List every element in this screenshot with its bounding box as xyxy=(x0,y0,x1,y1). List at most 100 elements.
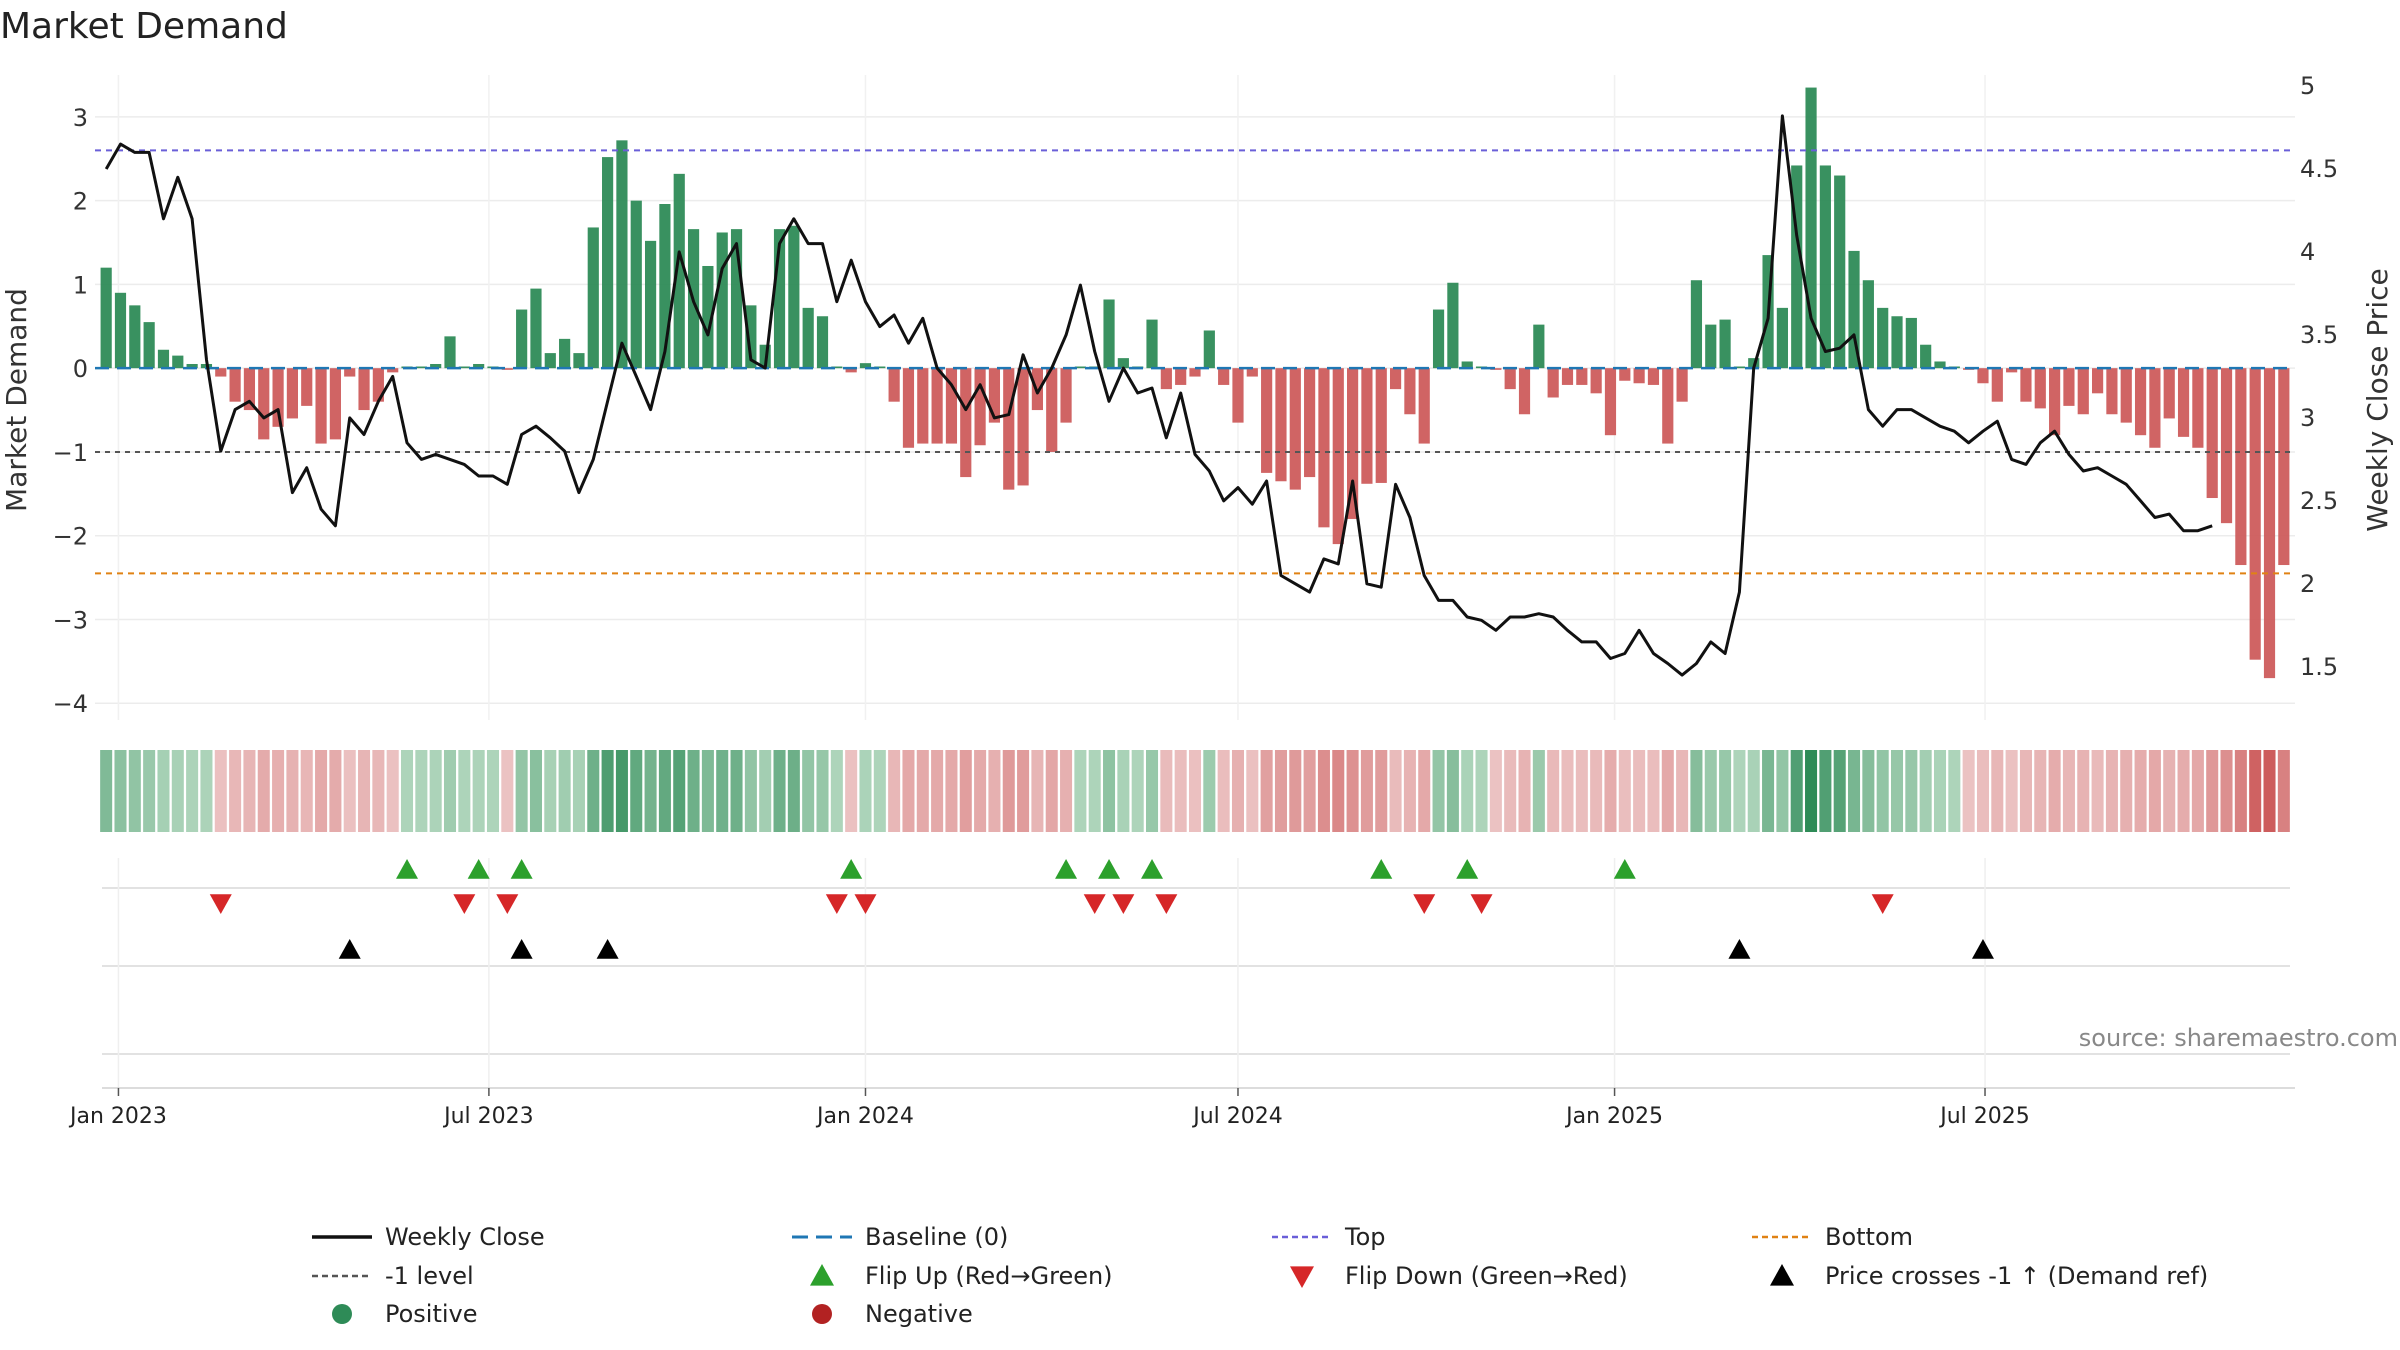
demand-bar xyxy=(1289,368,1301,490)
legend-label: Weekly Close xyxy=(385,1223,545,1251)
heat-cell xyxy=(2163,750,2176,832)
demand-bar xyxy=(344,368,356,377)
y-tick-label-left: −3 xyxy=(53,606,88,634)
demand-bar xyxy=(243,368,256,411)
demand-bar xyxy=(974,368,986,446)
demand-bar xyxy=(1862,280,1874,369)
flip-down-marker xyxy=(496,894,519,914)
heat-cell xyxy=(329,750,342,832)
y-tick-label-left: 0 xyxy=(73,355,88,383)
demand-bar xyxy=(1017,368,1029,486)
flip-up-marker xyxy=(1141,859,1164,879)
chart-title: Market Demand xyxy=(0,6,288,47)
heat-cell xyxy=(186,750,199,832)
demand-bar xyxy=(1074,366,1086,369)
heat-cell xyxy=(1360,750,1373,832)
legend-swatch-triangle-down xyxy=(1290,1266,1314,1288)
legend-label: Flip Up (Red→Green) xyxy=(865,1262,1113,1290)
heat-cell xyxy=(1432,750,1445,832)
demand-bar xyxy=(773,229,786,369)
heat-cell xyxy=(1633,750,1646,832)
price-line-group xyxy=(104,114,2213,677)
demand-bar xyxy=(1389,368,1402,390)
heat-cell xyxy=(1776,750,1789,832)
legend-swatch-triangle-up xyxy=(810,1264,834,1286)
demand-bar xyxy=(831,366,843,369)
demand-bar xyxy=(2206,368,2218,499)
demand-bar xyxy=(1418,368,1430,444)
demand-bar xyxy=(1633,368,1645,384)
legend-label: Price crosses -1 ↑ (Demand ref) xyxy=(1825,1262,2208,1290)
demand-bar xyxy=(716,232,728,369)
heat-cell xyxy=(2034,750,2047,832)
heat-cell xyxy=(1260,750,1273,832)
heat-cell xyxy=(1504,750,1517,832)
legend-label: Baseline (0) xyxy=(865,1223,1008,1251)
legend-entry: Flip Down (Green→Red) xyxy=(1290,1262,1628,1290)
heat-cell xyxy=(257,750,270,832)
flip-down-marker xyxy=(1413,894,1436,914)
y-tick-label-left: 2 xyxy=(73,188,88,216)
legend-entry: Positive xyxy=(332,1300,478,1328)
flip-up-marker xyxy=(1456,859,1479,879)
legend-entry: Bottom xyxy=(1752,1223,1913,1251)
demand-bar xyxy=(2006,368,2018,373)
heat-cell xyxy=(1188,750,1202,832)
heat-cell xyxy=(401,750,414,832)
demand-bar xyxy=(215,368,227,377)
legend-entry: Negative xyxy=(812,1300,973,1328)
heat-cell xyxy=(157,750,170,832)
demand-bar xyxy=(1619,368,1631,381)
heat-cell xyxy=(2105,750,2118,832)
heat-cell xyxy=(472,750,485,832)
demand-bar xyxy=(1834,175,1846,369)
demand-bar xyxy=(301,368,313,406)
heat-cell xyxy=(658,750,671,832)
heat-cell xyxy=(1461,750,1474,832)
source-note: source: sharemaestro.com xyxy=(2079,1024,2398,1052)
demand-bar xyxy=(616,140,628,369)
heat-cell xyxy=(443,750,457,832)
heat-cell xyxy=(730,750,743,832)
heat-cell xyxy=(902,750,915,832)
flip-down-marker xyxy=(825,894,848,914)
demand-bar xyxy=(2149,368,2161,448)
flip-up-marker xyxy=(1055,859,1078,879)
demand-bar xyxy=(1576,368,1588,385)
axis-ticks: 3 2 1 0 −1 −2 −3 −4 5 4.5 4 3.5 3 2.5 2 1.5 xyxy=(53,72,2339,718)
heat-cell xyxy=(787,750,800,832)
demand-bar xyxy=(530,288,542,369)
heat-cell xyxy=(1017,750,1030,832)
legend-entry: Flip Up (Red→Green) xyxy=(810,1262,1113,1290)
demand-heat-strip xyxy=(100,750,2290,832)
demand-bar xyxy=(544,353,556,369)
heat-cell xyxy=(959,750,972,832)
demand-bar xyxy=(1103,299,1115,369)
demand-bar xyxy=(988,368,1001,423)
heat-cell xyxy=(1561,750,1574,832)
price-cross-marker xyxy=(510,939,533,959)
heat-cell xyxy=(1403,750,1416,832)
heat-cell xyxy=(644,750,657,832)
heat-cell xyxy=(128,750,141,832)
demand-bar xyxy=(444,336,456,369)
heat-cell xyxy=(701,750,714,832)
heat-cell xyxy=(1948,750,1961,832)
x-tick-label: Jul 2023 xyxy=(442,1104,534,1129)
heat-cell xyxy=(300,750,313,832)
demand-bar xyxy=(129,305,141,369)
heat-cell xyxy=(386,750,399,832)
heat-cell xyxy=(1060,750,1073,832)
x-tick-label: Jan 2024 xyxy=(815,1104,914,1129)
heat-cell xyxy=(1446,750,1459,832)
legend-entry: -1 level xyxy=(312,1262,474,1290)
heat-cell xyxy=(1962,750,1975,832)
demand-bar xyxy=(1604,368,1617,436)
heat-cell xyxy=(1045,750,1058,832)
flip-up-marker xyxy=(510,859,533,879)
demand-bar xyxy=(573,353,585,369)
heat-cell xyxy=(486,750,500,832)
heat-cell xyxy=(1088,750,1101,832)
heat-cell xyxy=(1418,750,1431,832)
flip-down-marker xyxy=(1871,894,1894,914)
